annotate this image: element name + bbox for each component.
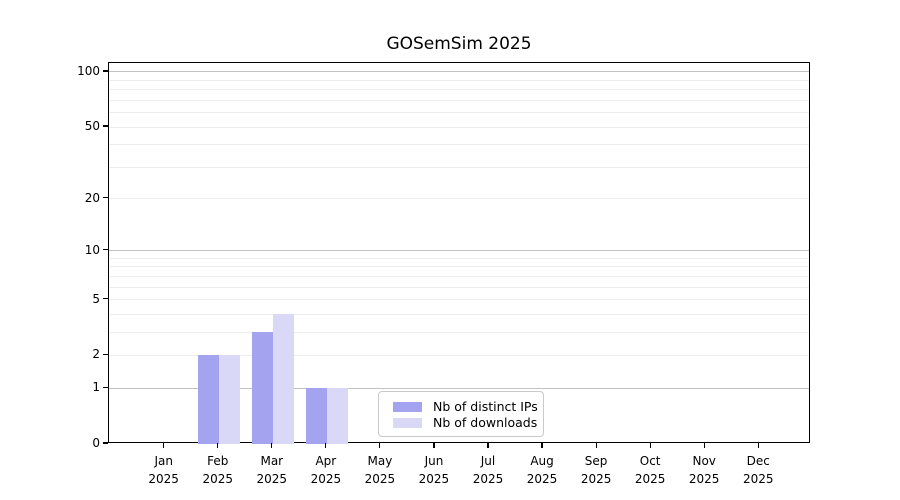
x-tick-mark	[217, 443, 219, 448]
x-tick-mark	[487, 443, 489, 448]
legend-label-distinct-ips: Nb of distinct IPs	[433, 399, 538, 414]
x-tick-mark	[595, 443, 597, 448]
gridline-minor	[109, 275, 809, 277]
gridline-minor	[109, 112, 809, 114]
x-tick-label: Feb 2025	[202, 454, 234, 486]
x-tick-label: Apr 2025	[310, 454, 342, 486]
x-tick-mark	[379, 443, 381, 448]
x-tick-mark	[649, 443, 651, 448]
bar-distinct-ips	[197, 355, 219, 444]
x-tick-mark	[433, 443, 435, 448]
gridline-minor	[109, 354, 809, 356]
y-tick-label: 1	[92, 380, 100, 395]
y-tick-mark	[103, 196, 108, 199]
x-tick-mark	[325, 443, 327, 448]
x-tick-label: Mar 2025	[256, 454, 288, 486]
legend-item-downloads: Nb of downloads	[393, 415, 538, 430]
y-tick-label: 20	[84, 190, 100, 205]
bar-distinct-ips	[251, 332, 273, 444]
x-tick-mark	[703, 443, 705, 448]
gridline-minor	[109, 126, 809, 128]
gridline-minor	[109, 286, 809, 288]
legend-swatch-downloads	[393, 417, 422, 428]
y-tick-label: 10	[84, 242, 100, 257]
gridline-minor	[109, 198, 809, 200]
bar-downloads	[326, 388, 348, 444]
x-tick-mark	[271, 443, 273, 448]
legend: Nb of distinct IPs Nb of downloads	[378, 391, 544, 437]
y-tick-label: 50	[84, 119, 100, 134]
gridline-minor	[109, 89, 809, 91]
gridline-major	[109, 387, 809, 389]
y-tick-mark	[103, 353, 108, 356]
gridline-minor	[109, 99, 809, 101]
x-tick-label: Jan 2025	[148, 454, 179, 486]
gridline-minor	[109, 144, 809, 146]
gridline-minor	[109, 166, 809, 168]
legend-swatch-distinct-ips	[393, 401, 422, 412]
bar-downloads	[272, 314, 294, 444]
gridline-minor	[109, 299, 809, 301]
y-tick-mark	[103, 297, 108, 300]
x-tick-label: Dec 2025	[742, 454, 774, 486]
legend-item-distinct-ips: Nb of distinct IPs	[393, 399, 538, 414]
chart-title: GOSemSim 2025	[386, 34, 532, 54]
gridline-major	[109, 250, 809, 252]
y-tick-mark	[103, 249, 108, 251]
x-tick-mark	[163, 443, 165, 448]
gridline-minor	[109, 313, 809, 315]
y-tick-label: 5	[92, 291, 100, 306]
y-tick-mark	[103, 386, 108, 388]
bar-distinct-ips	[305, 388, 327, 444]
x-tick-mark	[757, 443, 759, 448]
x-tick-label: Jul 2025	[472, 454, 504, 486]
y-tick-label: 100	[77, 63, 100, 78]
bar-downloads	[218, 355, 240, 444]
x-tick-label: Jun 2025	[418, 454, 450, 486]
gridline-minor	[109, 266, 809, 268]
legend-label-downloads: Nb of downloads	[433, 415, 538, 430]
x-tick-label: May 2025	[364, 454, 396, 486]
plot-area: Nb of distinct IPs Nb of downloads	[108, 62, 810, 444]
x-tick-label: Nov 2025	[688, 454, 720, 486]
gridline-minor	[109, 331, 809, 333]
y-tick-mark	[103, 442, 108, 444]
y-tick-label: 0	[92, 436, 100, 450]
gridline-minor	[109, 79, 809, 81]
x-tick-label: Aug 2025	[526, 454, 558, 486]
x-tick-mark	[541, 443, 543, 448]
gridline-major	[109, 71, 809, 73]
y-tick-label: 2	[92, 347, 100, 362]
x-tick-label: Sep 2025	[580, 454, 612, 486]
x-tick-label: Oct 2025	[634, 454, 666, 486]
gridline-minor	[109, 257, 809, 259]
y-tick-mark	[103, 125, 108, 127]
y-tick-mark	[103, 70, 108, 72]
